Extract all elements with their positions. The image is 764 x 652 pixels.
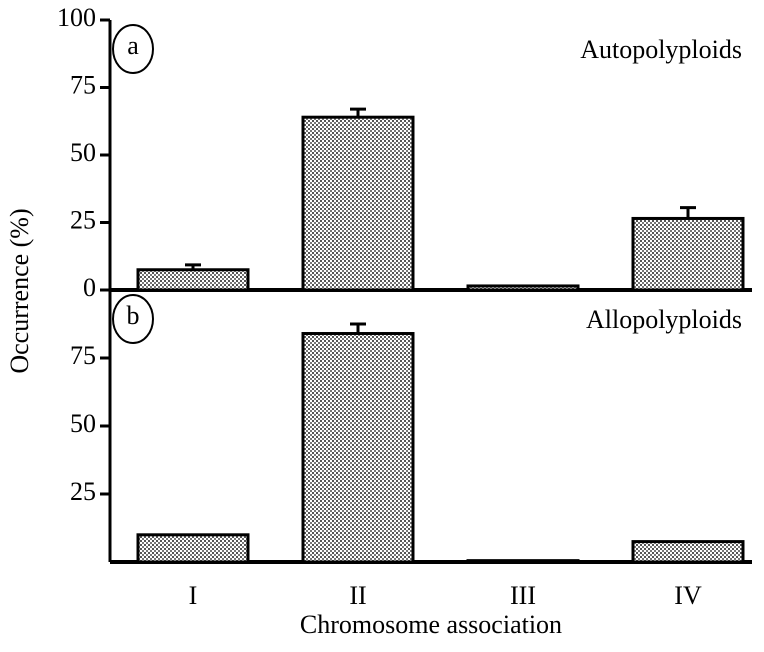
bar (466, 559, 580, 564)
y-tick-label: 50 (70, 409, 96, 438)
bar (631, 540, 745, 564)
panel-label-circle (112, 24, 154, 74)
error-bar (350, 322, 366, 334)
bar (301, 332, 415, 564)
panel-label: a (127, 31, 139, 60)
x-tick-label: II (349, 581, 366, 610)
panel-label: b (127, 301, 140, 330)
x-axis-label: Chromosome association (300, 610, 562, 639)
y-tick-label: 75 (70, 341, 96, 370)
y-tick-label: 25 (70, 205, 96, 234)
y-axis-label: Occurrence (%) (5, 208, 34, 373)
bar (136, 268, 250, 292)
bar (301, 115, 415, 292)
annotation: Allopolyploids (586, 305, 742, 334)
x-tick-label: III (510, 581, 536, 610)
x-tick-label: IV (674, 581, 702, 610)
bar (631, 216, 745, 292)
y-tick-label: 50 (70, 138, 96, 167)
y-tick-label: 0 (83, 273, 96, 302)
y-tick-label: 75 (70, 70, 96, 99)
y-tick-label: 25 (70, 477, 96, 506)
annotation: Autopolyploids (580, 35, 742, 64)
bar (466, 284, 580, 292)
panel-label-circle (112, 294, 154, 344)
bar (136, 533, 250, 564)
x-tick-label: I (189, 581, 198, 610)
y-tick-label: 100 (57, 3, 96, 32)
error-bar (350, 107, 366, 118)
error-bar (680, 206, 696, 219)
error-bar (185, 263, 201, 270)
